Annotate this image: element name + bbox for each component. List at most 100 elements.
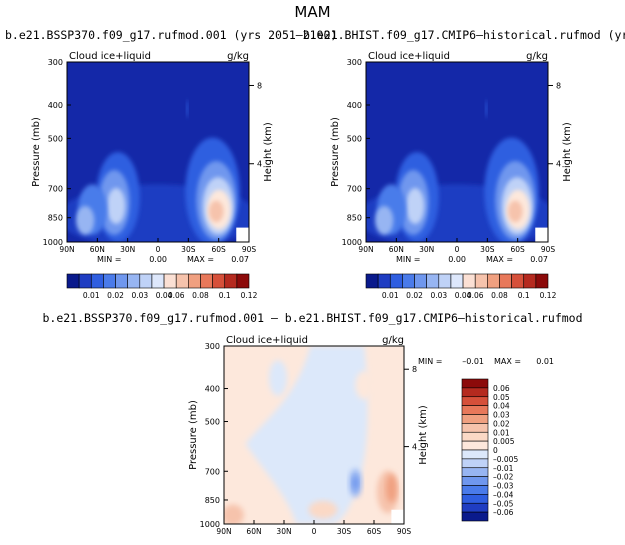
field-max [208, 200, 224, 223]
field-nh-cloud-core [107, 188, 126, 224]
y-tick-label: 1000 [43, 238, 63, 247]
field-min-core [352, 475, 359, 491]
colorbar-swatch [511, 273, 525, 289]
panel-2-title: b.e21.BHIST.f09_g17.CMIP6–historical.ruf… [303, 28, 625, 42]
colorbar-swatch [450, 273, 464, 289]
y-tick-label: 300 [48, 58, 63, 67]
y-tick-label: 400 [347, 101, 362, 110]
y-tick-label: 850 [48, 214, 63, 223]
y2-tick-label: 4 [412, 443, 417, 452]
x-tick-label: 60N [90, 245, 105, 254]
colorbar-swatch [163, 273, 177, 289]
x-tick-label: 0 [156, 245, 161, 254]
stat-max-label: MAX = [494, 357, 521, 366]
colorbar-swatch [103, 273, 116, 289]
colorbar-swatch [461, 485, 489, 495]
colorbar-swatch [151, 273, 165, 289]
y-tick-label: 400 [205, 385, 220, 394]
colorbar-swatch [414, 273, 427, 289]
y2-tick-label: 8 [412, 365, 417, 374]
colorbar-label: –0.05 [493, 499, 514, 508]
colorbar-label: 0.08 [192, 291, 209, 300]
colorbar-label: –0.06 [493, 508, 514, 517]
colorbar-swatch [365, 273, 379, 289]
colorbar-label: 0.02 [406, 291, 423, 300]
colorbar-swatch [90, 273, 104, 289]
y2-tick-label: 4 [556, 160, 561, 169]
colorbar-label: 0.12 [540, 291, 557, 300]
colorbar-swatch [462, 273, 476, 289]
x-tick-label: 90S [397, 527, 412, 536]
x-tick-label: 60S [367, 527, 382, 536]
field-label: Cloud ice+liquid [368, 51, 450, 62]
colorbar-swatch [461, 405, 489, 415]
colorbar-label: 0.01 [493, 428, 510, 437]
y2-tick-label: 4 [257, 160, 262, 169]
field-orography [535, 227, 548, 242]
colorbar-label: 0.04 [493, 402, 510, 411]
stat-max-value: 0.01 [536, 357, 554, 366]
colorbar-swatch [236, 273, 250, 289]
panel-1-title: b.e21.BSSP370.f09_g17.rufmod.001 (yrs 20… [5, 28, 338, 42]
field-max [507, 200, 523, 223]
colorbar-label: 0.06 [493, 384, 510, 393]
field-nh-polar-core [375, 206, 394, 235]
y2-axis-label: Height (km) [562, 122, 573, 182]
colorbar-swatch [474, 273, 488, 289]
stat-min-label: MIN = [396, 255, 421, 264]
colorbar-label: 0.03 [131, 291, 148, 300]
colorbar-label: 0.01 [83, 291, 100, 300]
colorbar-label: 0.05 [493, 393, 510, 402]
colorbar-label: –0.04 [493, 490, 514, 499]
field-positive-patch [355, 370, 374, 400]
colorbar-swatch [461, 387, 489, 398]
x-tick-label: 60N [389, 245, 404, 254]
field-orography [236, 227, 249, 242]
colorbar-swatch [461, 467, 489, 477]
y2-axis-label: Height (km) [263, 122, 274, 182]
y-tick-label: 1000 [200, 520, 220, 529]
y-tick-label: 500 [48, 134, 63, 143]
colorbar-label: 0.1 [518, 291, 530, 300]
colorbar-swatch [461, 458, 489, 469]
units-label: g/kg [526, 51, 548, 62]
x-tick-label: 30N [120, 245, 135, 254]
y-axis-label: Pressure (mb) [188, 400, 199, 470]
field-patch [308, 500, 338, 519]
colorbar-label: –0.03 [493, 482, 514, 491]
colorbar-label: 0.005 [493, 437, 515, 446]
colorbar-swatch [426, 273, 440, 289]
stat-max-label: MAX = [486, 255, 513, 264]
colorbar-label: 0.02 [107, 291, 124, 300]
y-axis-label: Pressure (mb) [31, 117, 42, 187]
colorbar-swatch [461, 494, 489, 504]
colorbar-label: –0.005 [493, 455, 518, 464]
colorbar-swatch [461, 396, 489, 406]
field-spot [485, 99, 488, 118]
y-tick-label: 1000 [342, 238, 362, 247]
stat-min-value: 0.00 [448, 255, 466, 264]
field-area [224, 346, 404, 524]
stat-max-value: 0.07 [530, 255, 548, 264]
field-area [366, 62, 548, 242]
x-tick-label: 30S [480, 245, 495, 254]
colorbar-swatch [487, 273, 500, 289]
colorbar-swatch [461, 431, 489, 442]
field-negative-patch [269, 360, 287, 396]
colorbar-swatch [139, 273, 153, 289]
y-tick-label: 700 [205, 467, 220, 476]
x-tick-label: 0 [312, 527, 317, 536]
colorbar-swatch [78, 273, 92, 289]
field-orography [391, 509, 404, 524]
bottom-title: b.e21.BSSP370.f09_g17.rufmod.001 – b.e21… [42, 311, 583, 325]
stat-max-label: MAX = [187, 255, 214, 264]
field-polar-patch [224, 504, 244, 524]
x-tick-label: 30S [181, 245, 196, 254]
field-negative-region [245, 346, 368, 524]
colorbar-label: 0.08 [491, 291, 508, 300]
y2-axis-label: Height (km) [418, 405, 429, 465]
colorbar-swatch [461, 423, 489, 433]
stat-min-value: –0.01 [462, 357, 484, 366]
colorbar-swatch [389, 273, 403, 289]
units-label: g/kg [382, 335, 404, 346]
